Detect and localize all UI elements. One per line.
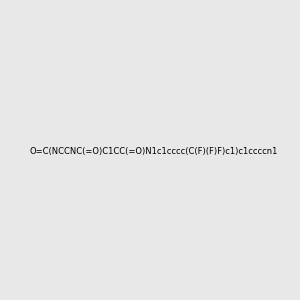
Text: O=C(NCCNC(=O)C1CC(=O)N1c1cccc(C(F)(F)F)c1)c1ccccn1: O=C(NCCNC(=O)C1CC(=O)N1c1cccc(C(F)(F)F)c… [30,147,278,156]
